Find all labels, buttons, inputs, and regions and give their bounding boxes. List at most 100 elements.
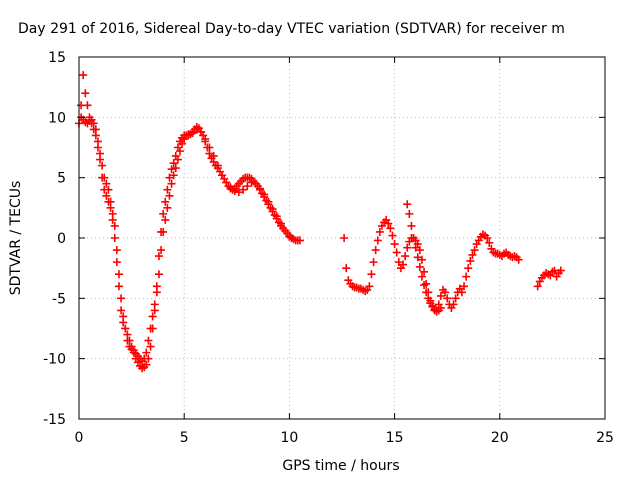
data-point-marker — [142, 360, 151, 369]
x-tick-label: 10 — [280, 430, 298, 446]
data-point-marker — [443, 294, 452, 303]
y-tick-label: -15 — [43, 412, 66, 428]
data-point-marker — [403, 243, 412, 252]
data-point-marker — [175, 147, 184, 156]
data-point-marker — [201, 135, 210, 144]
data-point-marker — [369, 258, 378, 267]
data-point-marker — [114, 282, 123, 291]
x-tick-label: 25 — [596, 430, 614, 446]
data-point-marker — [226, 183, 235, 192]
data-point-marker — [464, 264, 473, 273]
data-point-marker — [146, 324, 155, 333]
data-point-marker — [340, 234, 349, 242]
data-point-marker — [413, 253, 422, 262]
data-point-marker — [169, 171, 178, 180]
data-point-marker — [556, 266, 565, 275]
data-point-marker — [243, 182, 252, 191]
data-point-marker — [394, 258, 403, 267]
x-axis-label: GPS time / hours — [282, 458, 399, 474]
data-point-marker — [150, 300, 159, 309]
data-point-marker — [102, 191, 111, 200]
data-point-marker — [272, 212, 281, 221]
data-point-marker — [234, 188, 243, 197]
data-point-marker — [154, 252, 163, 261]
data-point-marker — [117, 306, 126, 315]
data-point-marker — [192, 125, 201, 134]
data-point-marker — [514, 255, 523, 264]
data-point-marker — [230, 186, 239, 195]
data-point-marker — [165, 173, 174, 182]
data-point-marker — [255, 184, 264, 193]
data-point-marker — [276, 219, 285, 228]
y-tick-label: 5 — [57, 171, 66, 187]
data-point-marker — [420, 267, 429, 276]
data-point-marker — [165, 191, 174, 200]
data-point-marker — [157, 246, 166, 255]
data-point-marker — [424, 294, 433, 303]
data-point-marker — [468, 250, 477, 259]
data-point-marker — [457, 288, 466, 297]
data-point-marker — [462, 272, 471, 281]
data-point-marker — [390, 240, 399, 249]
data-point-marker — [460, 282, 469, 291]
data-point-marker — [91, 125, 100, 134]
data-point-marker — [388, 231, 397, 240]
data-point-marker — [466, 256, 475, 265]
data-point-marker — [367, 270, 376, 279]
data-point-marker — [415, 246, 424, 255]
data-point-marker — [142, 348, 151, 357]
data-point-marker — [281, 226, 290, 235]
data-point-marker — [108, 209, 117, 218]
data-point-marker — [451, 294, 460, 303]
data-point-marker — [148, 312, 157, 321]
data-point-marker — [342, 264, 351, 273]
data-point-marker — [154, 270, 163, 279]
data-point-marker — [152, 288, 161, 297]
data-point-marker — [441, 288, 450, 297]
data-point-marker — [218, 171, 227, 180]
data-point-marker — [123, 330, 132, 339]
data-point-marker — [392, 248, 401, 257]
data-series — [403, 200, 445, 316]
data-point-marker — [239, 185, 248, 194]
data-point-marker — [159, 227, 168, 236]
data-point-marker — [184, 131, 193, 140]
data-series — [77, 113, 294, 366]
data-point-marker — [264, 197, 273, 206]
chart-title: Day 291 of 2016, Sidereal Day-to-day VTE… — [18, 21, 565, 37]
data-point-marker — [209, 151, 218, 160]
data-series — [340, 215, 523, 315]
y-tick-label: 10 — [48, 110, 66, 126]
data-point-marker — [112, 246, 121, 255]
data-point-marker — [96, 155, 105, 164]
data-point-marker — [247, 178, 256, 187]
data-point-marker — [163, 185, 172, 194]
data-point-marker — [399, 260, 408, 269]
data-point-marker — [436, 303, 445, 312]
data-point-marker — [188, 129, 197, 138]
y-tick-label: -5 — [52, 291, 66, 307]
data-point-marker — [213, 161, 222, 170]
data-point-marker — [407, 221, 416, 230]
data-point-marker — [375, 227, 384, 236]
x-tick-label: 5 — [180, 430, 189, 446]
y-axis-label: SDTVAR / TECUs — [8, 181, 24, 296]
data-point-marker — [89, 119, 98, 128]
data-point-marker — [140, 354, 149, 363]
data-point-marker — [125, 336, 134, 345]
data-point-marker — [415, 262, 424, 271]
data-point-marker — [161, 215, 170, 224]
data-point-marker — [114, 270, 123, 279]
data-point-marker — [104, 197, 113, 206]
data-point-marker — [167, 179, 176, 188]
data-point-marker — [401, 252, 410, 261]
data-point-marker — [403, 200, 412, 209]
x-tick-label: 20 — [491, 430, 509, 446]
data-point-marker — [83, 101, 92, 110]
data-point-marker — [365, 282, 374, 291]
ticks-layer: 0 5 10 15 20 25 -15 -10 -5 0 5 10 15 — [43, 50, 614, 446]
data-point-marker — [411, 243, 420, 252]
data-point-marker — [268, 205, 277, 214]
x-tick-label: 0 — [75, 430, 84, 446]
